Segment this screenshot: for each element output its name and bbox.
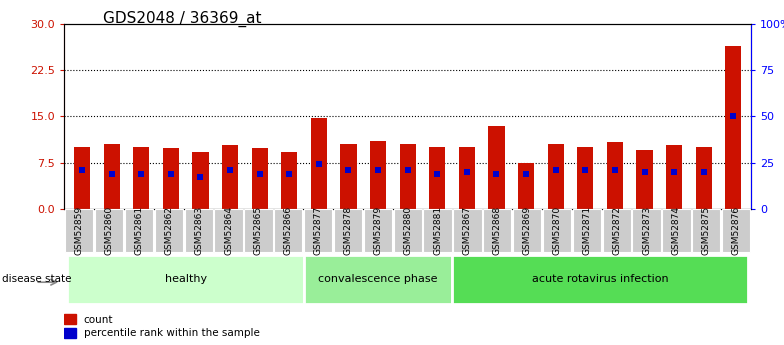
Bar xyxy=(310,118,327,209)
Bar xyxy=(637,150,652,209)
Text: GSM52875: GSM52875 xyxy=(702,206,711,255)
Text: GSM52877: GSM52877 xyxy=(314,206,322,255)
Bar xyxy=(74,147,90,209)
Text: count: count xyxy=(84,315,113,325)
Bar xyxy=(163,148,179,209)
Bar xyxy=(518,162,534,209)
Text: GSM52866: GSM52866 xyxy=(284,206,292,255)
Bar xyxy=(607,142,623,209)
Bar xyxy=(488,126,505,209)
Bar xyxy=(252,148,268,209)
Text: GSM52870: GSM52870 xyxy=(553,206,561,255)
Text: GSM52881: GSM52881 xyxy=(433,206,442,255)
Bar xyxy=(400,144,416,209)
Text: GSM52869: GSM52869 xyxy=(523,206,532,255)
Text: convalescence phase: convalescence phase xyxy=(318,275,437,284)
Bar xyxy=(370,141,387,209)
Bar xyxy=(666,145,682,209)
Text: GSM52865: GSM52865 xyxy=(254,206,263,255)
Bar xyxy=(577,147,593,209)
Text: GSM52860: GSM52860 xyxy=(104,206,114,255)
FancyBboxPatch shape xyxy=(67,255,304,304)
FancyBboxPatch shape xyxy=(304,255,452,304)
Bar xyxy=(222,145,238,209)
Text: percentile rank within the sample: percentile rank within the sample xyxy=(84,327,260,337)
Bar xyxy=(64,314,75,324)
Text: GSM52863: GSM52863 xyxy=(194,206,203,255)
Text: GSM52868: GSM52868 xyxy=(493,206,502,255)
Bar xyxy=(725,46,742,209)
Bar xyxy=(133,147,150,209)
Text: GDS2048 / 36369_at: GDS2048 / 36369_at xyxy=(103,10,262,27)
Text: GSM52876: GSM52876 xyxy=(731,206,741,255)
Text: GSM52861: GSM52861 xyxy=(134,206,143,255)
Bar xyxy=(695,147,712,209)
Text: GSM52879: GSM52879 xyxy=(373,206,383,255)
Bar xyxy=(340,144,357,209)
Bar xyxy=(192,152,209,209)
Text: GSM52862: GSM52862 xyxy=(165,206,173,255)
Text: GSM52859: GSM52859 xyxy=(74,206,84,255)
Bar xyxy=(281,152,297,209)
Text: healthy: healthy xyxy=(165,275,207,284)
Bar xyxy=(429,147,445,209)
Text: GSM52880: GSM52880 xyxy=(403,206,412,255)
Text: GSM52867: GSM52867 xyxy=(463,206,472,255)
Text: GSM52878: GSM52878 xyxy=(343,206,353,255)
Bar xyxy=(64,328,75,338)
Text: GSM52873: GSM52873 xyxy=(642,206,651,255)
Text: disease state: disease state xyxy=(2,275,72,284)
Bar xyxy=(459,147,475,209)
Text: GSM52874: GSM52874 xyxy=(672,206,681,255)
Text: GSM52872: GSM52872 xyxy=(612,206,621,255)
Text: GSM52864: GSM52864 xyxy=(224,206,233,255)
Text: acute rotavirus infection: acute rotavirus infection xyxy=(532,275,669,284)
Bar xyxy=(103,144,120,209)
Text: GSM52871: GSM52871 xyxy=(583,206,591,255)
FancyBboxPatch shape xyxy=(452,255,748,304)
Bar xyxy=(547,144,564,209)
